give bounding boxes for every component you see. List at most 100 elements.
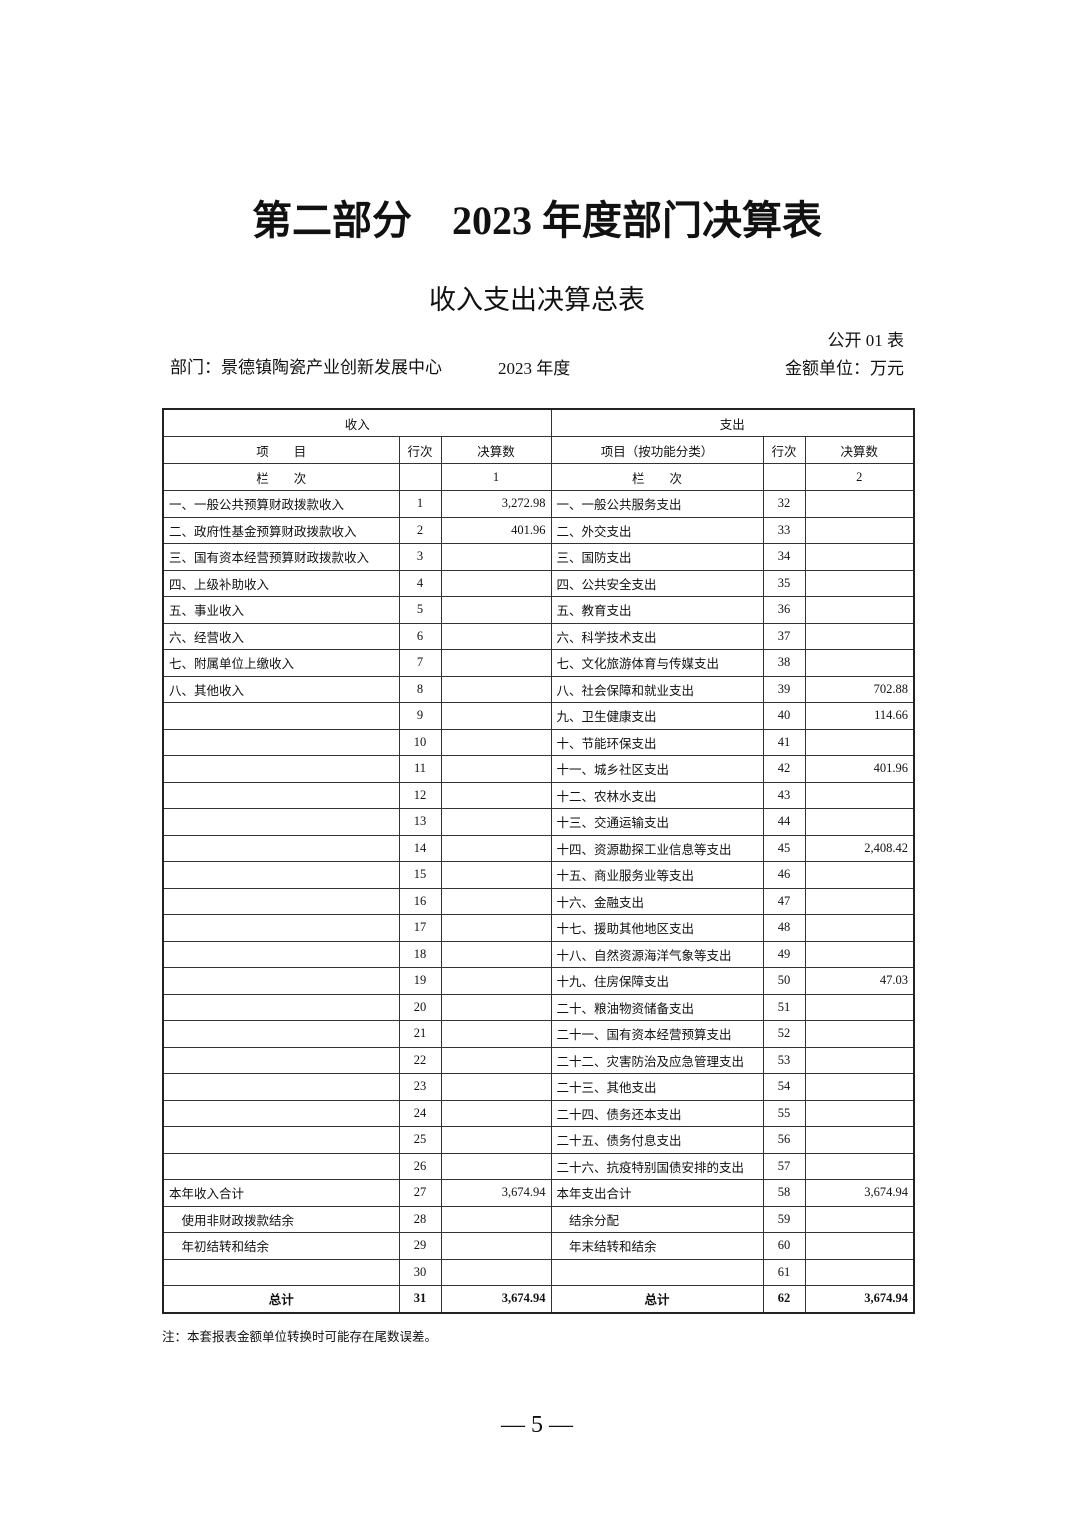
table-row: 五、事业收入 5 五、教育支出 36 xyxy=(162,596,915,624)
table-cell: 30 xyxy=(398,1258,442,1286)
unit: 金额单位：万元 xyxy=(785,359,904,378)
table-cell xyxy=(440,675,552,703)
table-cell: 17 xyxy=(398,914,442,942)
table-cell: 702.88 xyxy=(804,675,915,703)
table-cell: 三、国有资本经营预算财政拨款收入 xyxy=(162,543,400,571)
table-cell xyxy=(440,702,552,730)
table-cell: 收入 xyxy=(162,408,552,437)
table-row: 15 十五、商业服务业等支出 46 xyxy=(162,861,915,889)
table-cell: 54 xyxy=(762,1073,806,1101)
table-cell xyxy=(440,1258,552,1286)
table-cell: 33 xyxy=(762,516,806,544)
table-cell xyxy=(440,887,552,915)
table-cell xyxy=(162,914,400,942)
table-cell xyxy=(804,1073,915,1101)
table-row: 11 十一、城乡社区支出 42 401.96 xyxy=(162,755,915,783)
table-cell: 一、一般公共服务支出 xyxy=(550,490,764,518)
table-cell: 401.96 xyxy=(440,516,552,544)
table-cell: 46 xyxy=(762,861,806,889)
table-cell xyxy=(762,463,806,491)
table-cell xyxy=(440,755,552,783)
table-cell xyxy=(162,993,400,1021)
table-cell: 十四、资源勘探工业信息等支出 xyxy=(550,834,764,862)
table-row: 21 二十一、国有资本经营预算支出 52 xyxy=(162,1020,915,1048)
table-cell xyxy=(804,993,915,1021)
table-cell: 2 xyxy=(398,516,442,544)
table-cell: 总计 xyxy=(550,1285,764,1313)
table-cell xyxy=(440,1073,552,1101)
table-cell: 36 xyxy=(762,596,806,624)
table-cell: 47 xyxy=(762,887,806,915)
table-cell: 支出 xyxy=(550,408,915,437)
table-row: 20 二十、粮油物资储备支出 51 xyxy=(162,993,915,1021)
table-cell: 十八、自然资源海洋气象等支出 xyxy=(550,940,764,968)
table-cell: 14 xyxy=(398,834,442,862)
table-cell: 401.96 xyxy=(804,755,915,783)
table-cell: 40 xyxy=(762,702,806,730)
table-cell: 7 xyxy=(398,649,442,677)
table-row: 本年收入合计 27 3,674.94 本年支出合计 58 3,674.94 xyxy=(162,1179,915,1207)
table-cell: 十三、交通运输支出 xyxy=(550,808,764,836)
table-cell: 二十、粮油物资储备支出 xyxy=(550,993,764,1021)
table-cell: 16 xyxy=(398,887,442,915)
table-row: 四、上级补助收入 4 四、公共安全支出 35 xyxy=(162,569,915,597)
table-cell: 决算数 xyxy=(440,436,552,464)
table-cell xyxy=(440,1020,552,1048)
table-cell xyxy=(162,1046,400,1074)
table-cell xyxy=(162,755,400,783)
table-cell: 使用非财政拨款结余 xyxy=(162,1205,400,1233)
table-cell: 59 xyxy=(762,1205,806,1233)
table-cell: 六、科学技术支出 xyxy=(550,622,764,650)
table-cell: 十五、商业服务业等支出 xyxy=(550,861,764,889)
table-cell: 二十四、债务还本支出 xyxy=(550,1099,764,1127)
table-row: 26 二十六、抗疫特别国债安排的支出 57 xyxy=(162,1152,915,1180)
table-cell: 3,674.94 xyxy=(440,1179,552,1207)
table-cell xyxy=(162,940,400,968)
table-row: 19 十九、住房保障支出 50 47.03 xyxy=(162,967,915,995)
table-row: 13 十三、交通运输支出 44 xyxy=(162,808,915,836)
table-cell: 21 xyxy=(398,1020,442,1048)
table-cell xyxy=(804,543,915,571)
table-row: 10 十、节能环保支出 41 xyxy=(162,728,915,756)
table-row: 30 61 xyxy=(162,1258,915,1286)
table-cell: 十二、农林水支出 xyxy=(550,781,764,809)
table-cell xyxy=(162,781,400,809)
table-cell: 2 xyxy=(804,463,915,491)
table-cell xyxy=(440,1099,552,1127)
table-cell: 十六、金融支出 xyxy=(550,887,764,915)
table-cell: 12 xyxy=(398,781,442,809)
table-cell xyxy=(804,569,915,597)
table-cell: 39 xyxy=(762,675,806,703)
table-cell xyxy=(440,596,552,624)
table-cell: 45 xyxy=(762,834,806,862)
table-cell: 8 xyxy=(398,675,442,703)
table-cell: 结余分配 xyxy=(550,1205,764,1233)
table-cell: 38 xyxy=(762,649,806,677)
table-cell xyxy=(804,516,915,544)
table-cell: 42 xyxy=(762,755,806,783)
table-row: 25 二十五、债务付息支出 56 xyxy=(162,1126,915,1154)
table-row: 23 二十三、其他支出 54 xyxy=(162,1073,915,1101)
table-cell: 二十五、债务付息支出 xyxy=(550,1126,764,1154)
table-cell: 1 xyxy=(398,490,442,518)
table-cell xyxy=(162,967,400,995)
table-cell: 十、节能环保支出 xyxy=(550,728,764,756)
table-cell xyxy=(804,1152,915,1180)
table-row: 八、其他收入 8 八、社会保障和就业支出 39 702.88 xyxy=(162,675,915,703)
table-cell xyxy=(398,463,442,491)
table-cell xyxy=(440,1152,552,1180)
table-cell xyxy=(162,887,400,915)
table-row: 一、一般公共预算财政拨款收入 1 3,272.98 一、一般公共服务支出 32 xyxy=(162,490,915,518)
table-cell xyxy=(804,1232,915,1260)
table-cell: 四、上级补助收入 xyxy=(162,569,400,597)
table-row: 16 十六、金融支出 47 xyxy=(162,887,915,915)
table-row: 24 二十四、债务还本支出 55 xyxy=(162,1099,915,1127)
table-cell: 51 xyxy=(762,993,806,1021)
table-cell: 10 xyxy=(398,728,442,756)
table-row: 六、经营收入 6 六、科学技术支出 37 xyxy=(162,622,915,650)
table-cell: 22 xyxy=(398,1046,442,1074)
table-row: 年初结转和结余 29 年末结转和结余 60 xyxy=(162,1232,915,1260)
